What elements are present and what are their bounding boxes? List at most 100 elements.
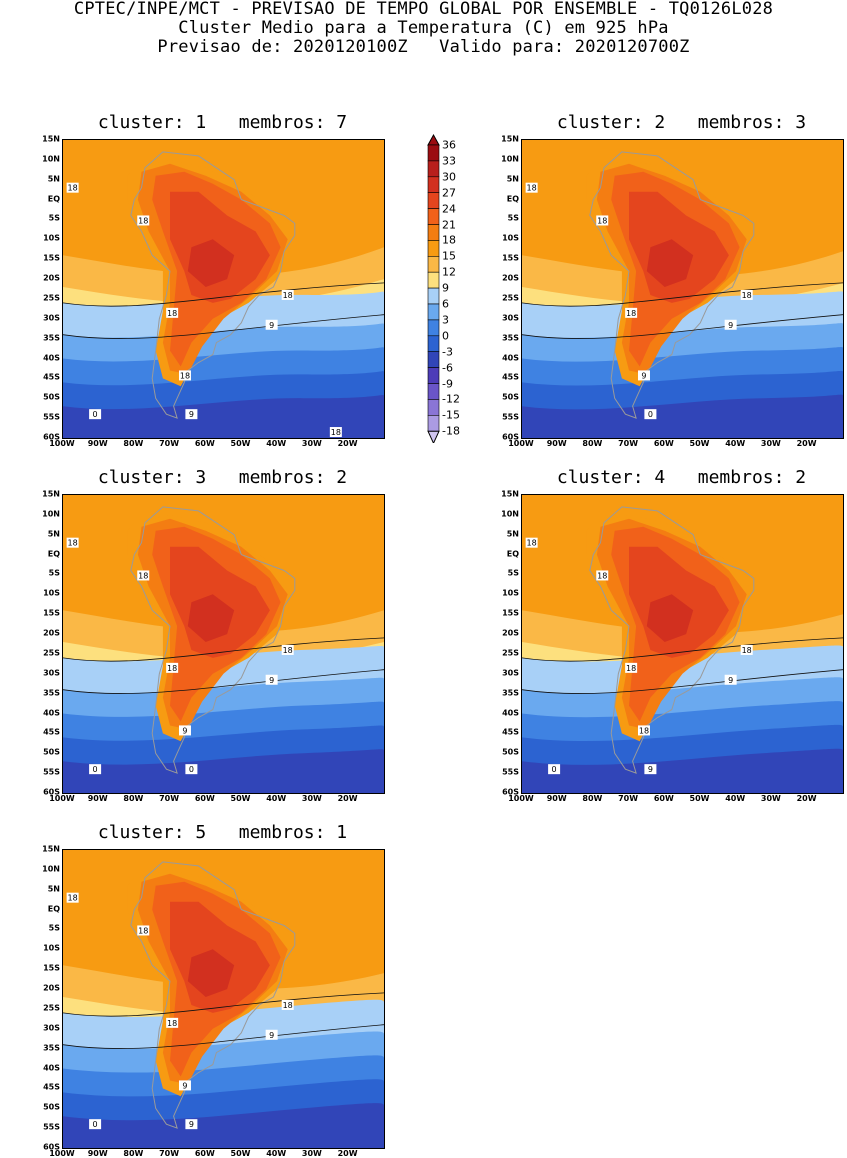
svg-text:18: 18: [742, 291, 752, 300]
lon-tick-label: 40W: [266, 1149, 287, 1158]
contour-line: [63, 637, 384, 662]
lat-tick-label: 30S: [43, 313, 60, 323]
lon-tick-label: 100W: [49, 439, 75, 448]
contour-line: [63, 282, 384, 307]
legend-level-label: -15: [442, 408, 460, 422]
cluster-panel-2: cluster: 2 membros: 3 18 18 18 18 9 9 0 15N 10N 5N…: [501, 112, 844, 448]
header-dates: Previsao de: 2020120100Z Valido para: 20…: [157, 37, 690, 57]
lat-tick-label: 45S: [502, 372, 519, 382]
lat-tick-label: 45S: [43, 727, 60, 737]
lat-tick-label: 40S: [502, 353, 519, 363]
svg-text:9: 9: [189, 410, 194, 419]
panel-title: cluster: 2 membros: 3: [556, 112, 807, 133]
lat-tick-label: 60S: [43, 432, 60, 442]
svg-text:18: 18: [626, 664, 636, 673]
lat-tick-label: 40S: [43, 708, 60, 718]
svg-text:0: 0: [93, 1120, 98, 1129]
lat-tick-label: 20S: [43, 628, 60, 638]
legend-color-box: [427, 383, 440, 400]
lon-tick-label: 30W: [301, 794, 322, 803]
temperature-map: 18 18 18 18 18 9 9 0: [521, 494, 844, 794]
lon-tick-label: 100W: [508, 794, 534, 803]
lat-tick-label: 5S: [48, 923, 60, 933]
svg-text:18: 18: [68, 894, 78, 903]
temp-band: [63, 1103, 384, 1148]
contour-label: 9: [265, 1029, 278, 1040]
lat-tick-label: 60S: [502, 787, 519, 797]
lat-tick-label: 5S: [48, 213, 60, 223]
lat-tick-label: 45S: [43, 1082, 60, 1092]
svg-text:18: 18: [138, 571, 148, 580]
legend-level-label: 12: [442, 265, 456, 279]
svg-text:9: 9: [728, 676, 733, 685]
lat-tick-label: 15N: [42, 134, 60, 144]
contour-label: 18: [637, 725, 650, 736]
legend-color-box: [427, 208, 440, 225]
lon-tick-label: 20W: [796, 439, 817, 448]
svg-text:18: 18: [742, 646, 752, 655]
figure-header: CPTEC/INPE/MCT - PREVISAO DE TEMPO GLOBA…: [0, 0, 847, 57]
lat-tick-label: 5N: [47, 529, 60, 539]
lat-tick-label: 10N: [42, 154, 60, 164]
lon-tick-label: 80W: [582, 794, 603, 803]
contour-label: 0: [185, 764, 198, 775]
cluster-panel-4: cluster: 4 membros: 2 18 18 18 18 18 9 9 0 15N 10N…: [501, 467, 844, 803]
color-legend: 36 33 30 27 24 21 18 15 12 9 6 3 0 -3 -6 -9 -12 -15 -18: [423, 133, 483, 443]
lon-tick-label: 60W: [194, 794, 215, 803]
lat-tick-label: 30S: [43, 668, 60, 678]
legend-level-label: 0: [442, 329, 449, 343]
contour-label: 0: [89, 1119, 102, 1130]
lon-tick-label: 80W: [582, 439, 603, 448]
lat-tick-label: 25S: [43, 293, 60, 303]
lon-tick-label: 30W: [301, 1149, 322, 1158]
temp-band: [522, 748, 843, 793]
contour-label: 18: [137, 925, 150, 936]
lat-tick-label: 5S: [507, 568, 519, 578]
lat-tick-label: 25S: [43, 1003, 60, 1013]
lat-tick-label: 10S: [43, 588, 60, 598]
lat-tick-label: 20S: [43, 983, 60, 993]
lon-tick-label: 50W: [230, 439, 251, 448]
svg-text:0: 0: [552, 765, 557, 774]
lon-tick-label: 70W: [618, 439, 639, 448]
lat-tick-label: 55S: [502, 767, 519, 777]
legend-colorbar: [427, 133, 440, 443]
temp-band: [646, 594, 694, 642]
svg-text:9: 9: [269, 1031, 274, 1040]
legend-level-label: -6: [442, 361, 453, 375]
lat-tick-label: 15S: [43, 963, 60, 973]
svg-text:18: 18: [597, 216, 607, 225]
lat-tick-label: 15S: [43, 253, 60, 263]
contour-label: 18: [137, 215, 150, 226]
panel-title: cluster: 3 membros: 2: [97, 467, 348, 488]
contour-label: 9: [178, 1080, 191, 1091]
lat-tick-label: EQ: [506, 549, 519, 559]
lat-tick-label: EQ: [47, 549, 60, 559]
lon-tick-label: 50W: [230, 1149, 251, 1158]
coastline: [589, 151, 755, 419]
lat-tick-label: 50S: [502, 392, 519, 402]
contour-label: 18: [166, 1017, 179, 1028]
lat-tick-label: 5N: [47, 174, 60, 184]
svg-text:18: 18: [527, 539, 537, 548]
legend-color-box: [427, 160, 440, 178]
temp-band: [187, 239, 235, 287]
svg-text:0: 0: [648, 410, 653, 419]
lat-tick-label: 10N: [501, 509, 519, 519]
lat-tick-label: 35S: [502, 333, 519, 343]
svg-text:18: 18: [639, 726, 649, 735]
svg-text:18: 18: [331, 428, 341, 437]
svg-text:18: 18: [180, 371, 190, 380]
lon-tick-label: 50W: [689, 439, 710, 448]
lon-tick-label: 60W: [194, 439, 215, 448]
cluster-panel-1: cluster: 1 membros: 7 18 18 18 18 18 9 9 0 18 15N 1…: [42, 112, 385, 448]
contour-label: 0: [89, 764, 102, 775]
legend-color-box: [427, 351, 440, 368]
lon-tick-label: 100W: [49, 794, 75, 803]
contour-label: 18: [596, 570, 609, 581]
legend-level-label: 3: [442, 313, 449, 327]
contour-label: 18: [525, 182, 538, 193]
contour-label: 9: [185, 1119, 198, 1130]
lat-tick-label: 30S: [502, 313, 519, 323]
lat-tick-label: 15N: [42, 489, 60, 499]
